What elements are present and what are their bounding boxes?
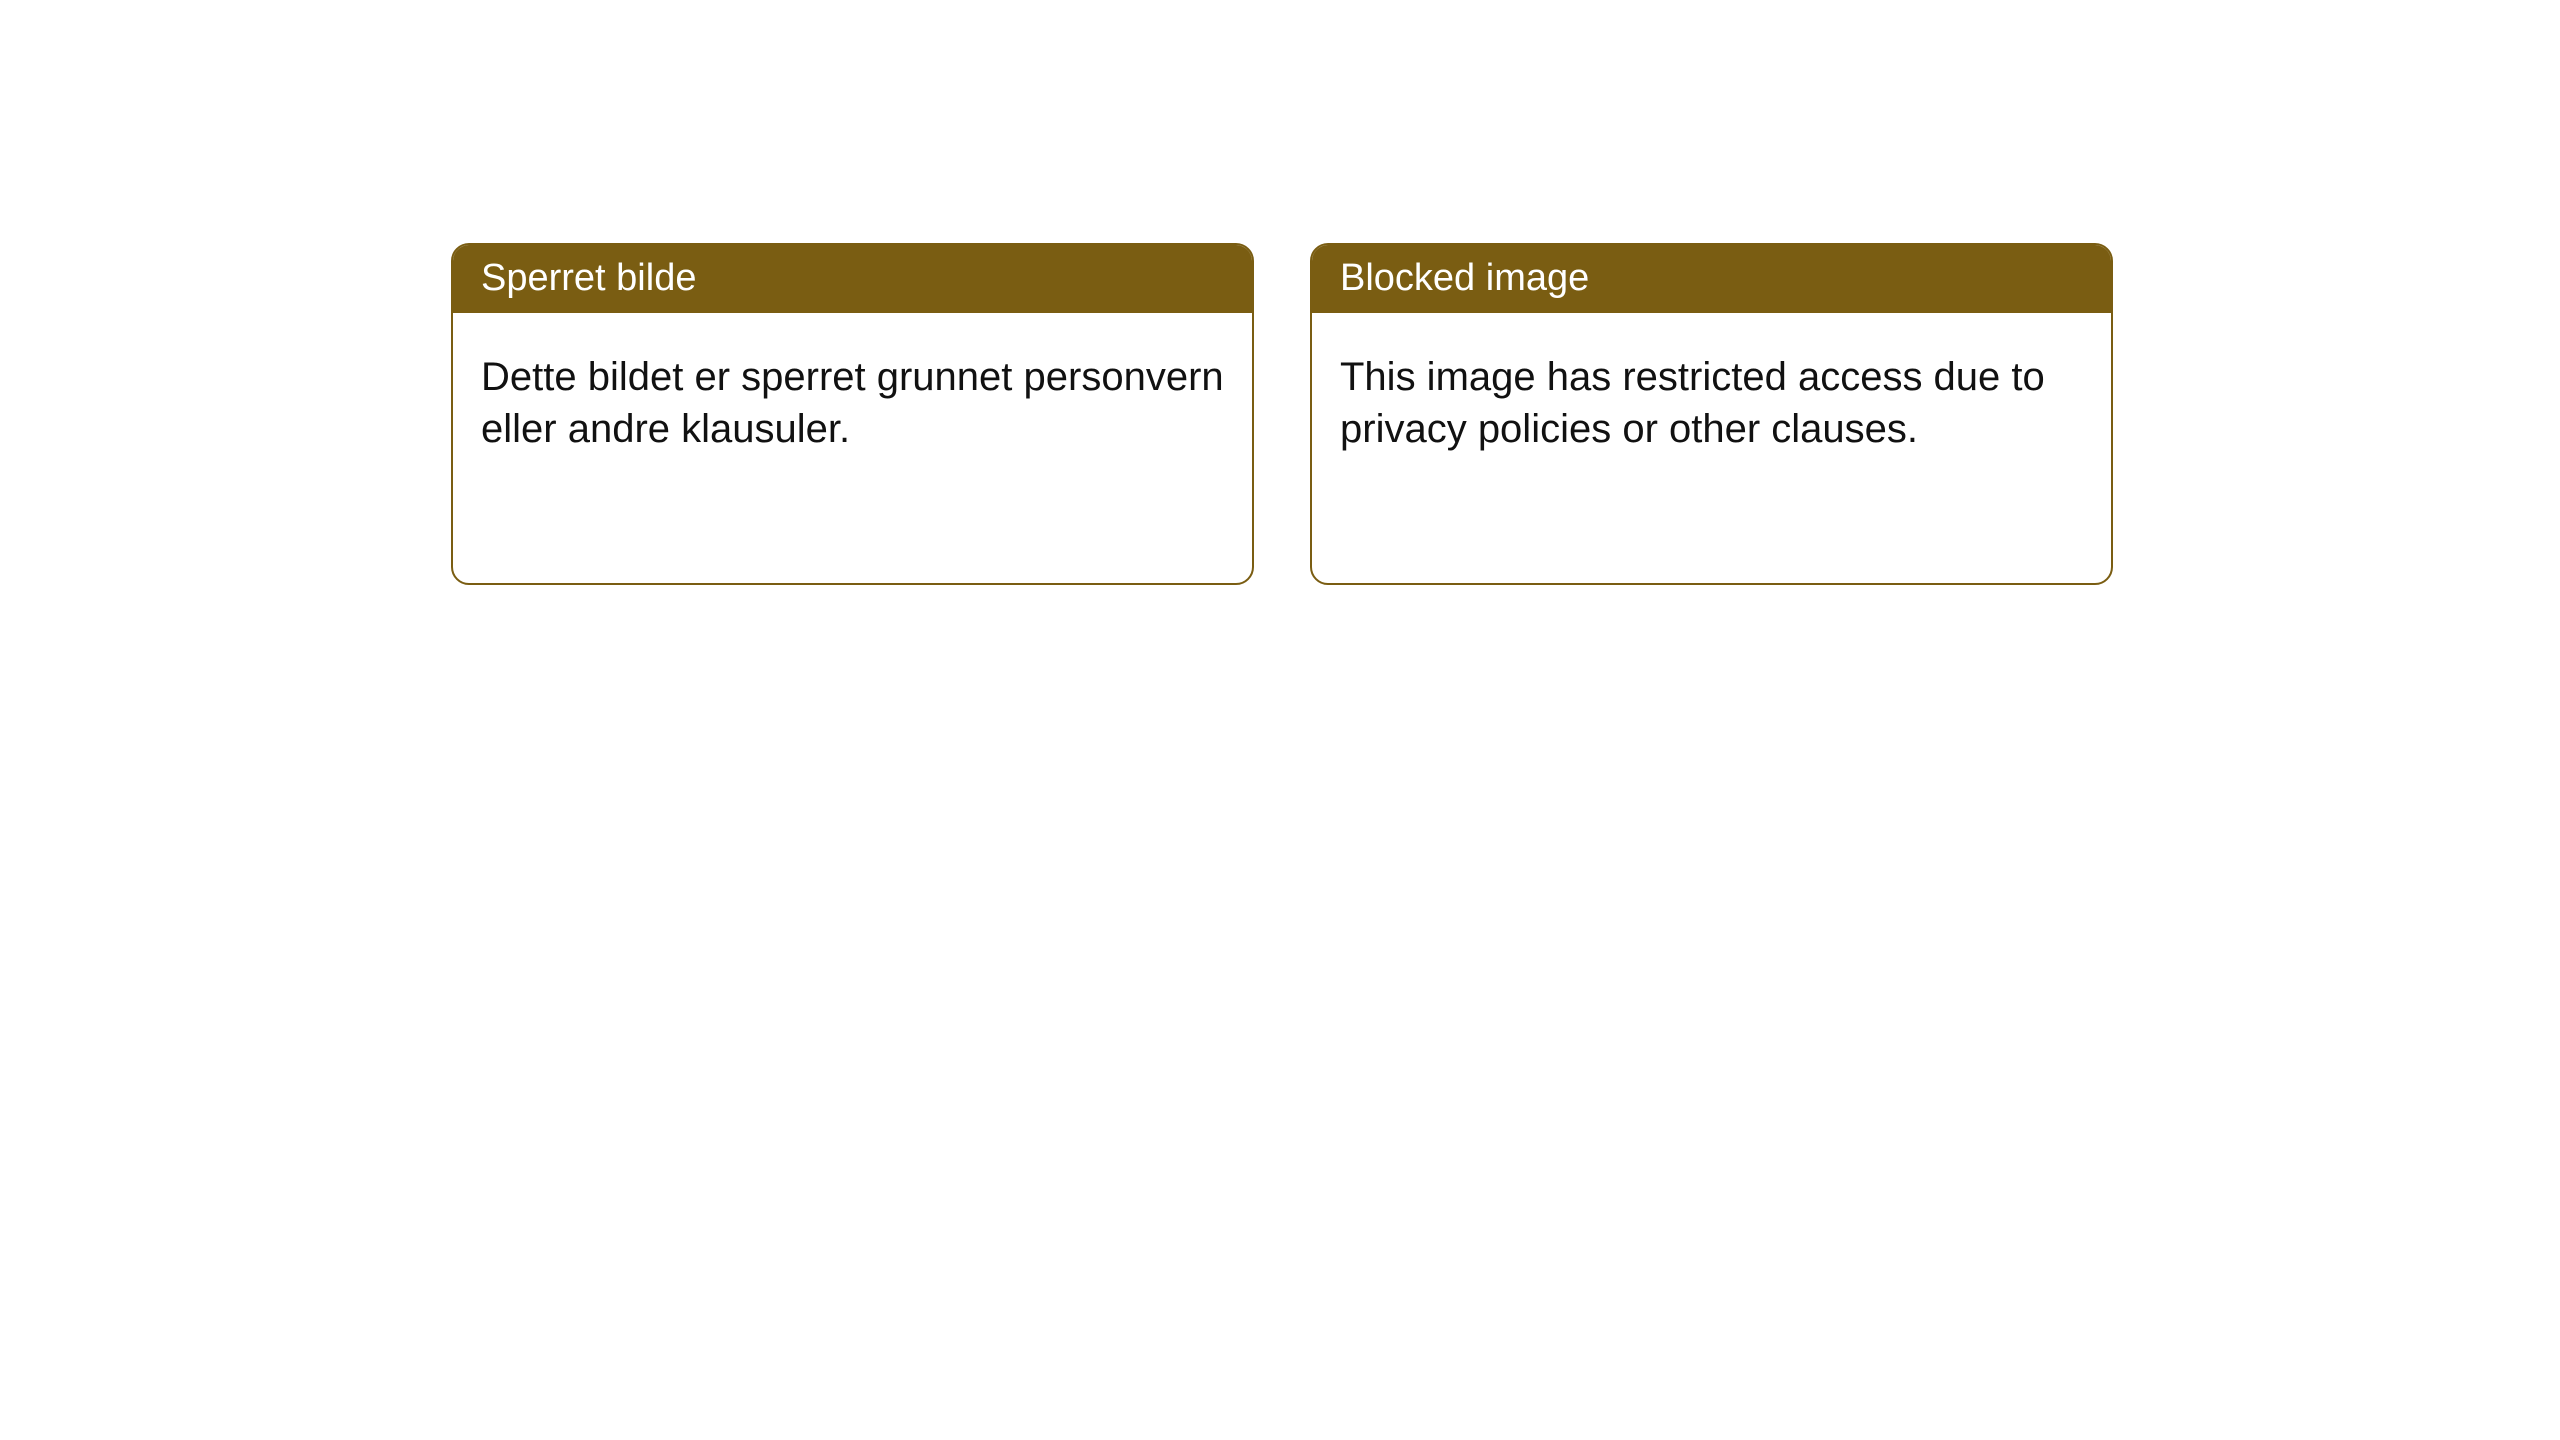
notice-card-norwegian: Sperret bilde Dette bildet er sperret gr… bbox=[451, 243, 1254, 585]
card-body: This image has restricted access due to … bbox=[1312, 313, 2111, 583]
card-title: Blocked image bbox=[1340, 257, 1589, 299]
notice-card-english: Blocked image This image has restricted … bbox=[1310, 243, 2113, 585]
card-message: Dette bildet er sperret grunnet personve… bbox=[481, 351, 1224, 455]
card-title: Sperret bilde bbox=[481, 257, 696, 299]
notice-cards-container: Sperret bilde Dette bildet er sperret gr… bbox=[0, 0, 2560, 585]
card-body: Dette bildet er sperret grunnet personve… bbox=[453, 313, 1252, 583]
card-message: This image has restricted access due to … bbox=[1340, 351, 2083, 455]
card-header: Blocked image bbox=[1312, 245, 2111, 313]
card-header: Sperret bilde bbox=[453, 245, 1252, 313]
